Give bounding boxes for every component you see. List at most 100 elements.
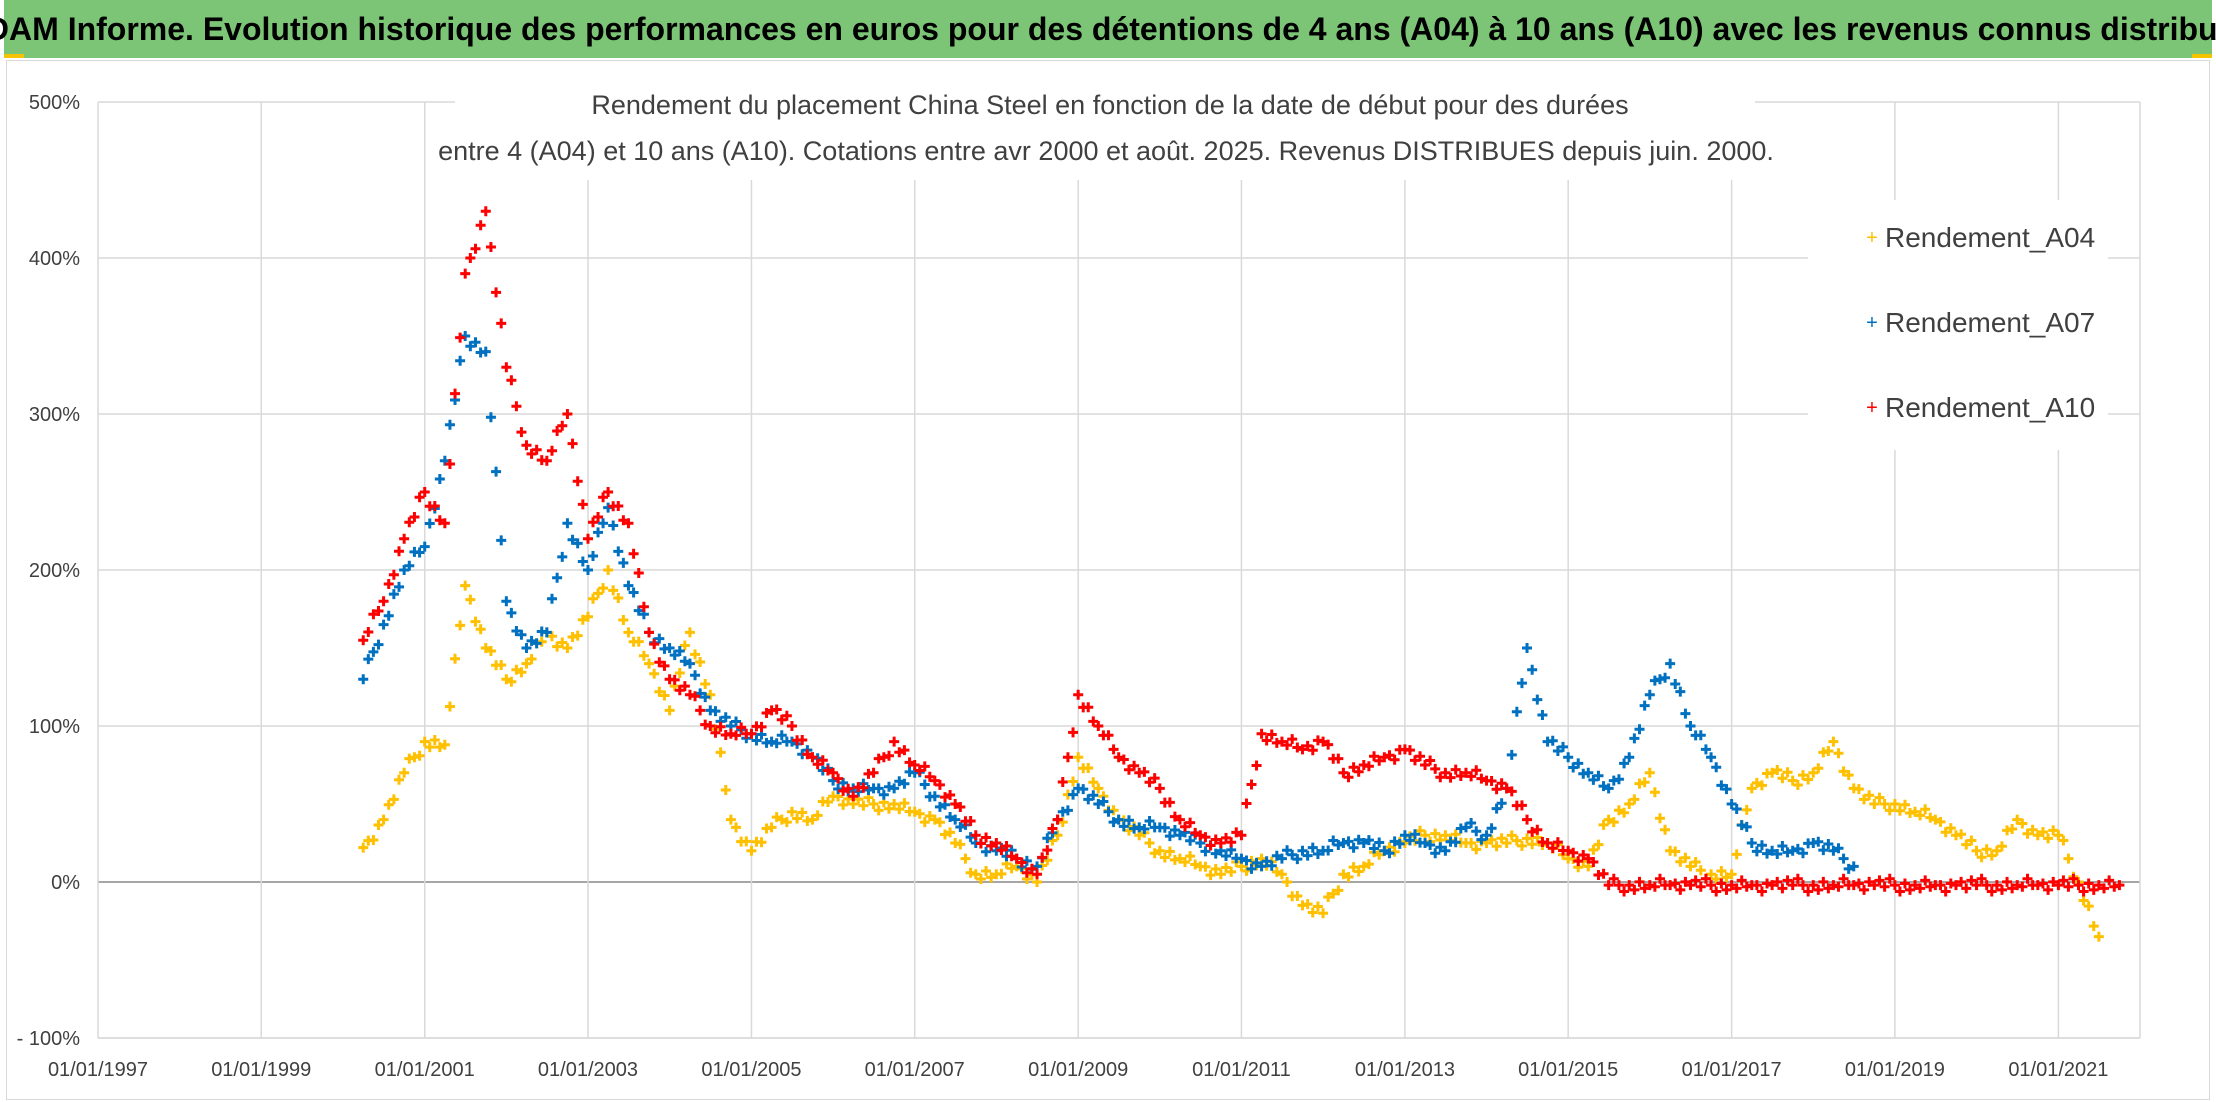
data-point-marker [593,588,604,599]
data-point-marker [1088,716,1099,727]
data-point-marker [582,533,593,544]
data-point-marker [1731,883,1742,894]
data-point-marker [450,388,461,399]
data-point-marker [2073,880,2084,891]
data-point-marker [1511,835,1522,846]
data-point-marker [1853,878,1864,889]
data-point-marker [1797,848,1808,859]
data-point-marker [649,639,660,650]
data-point-marker [1083,763,1094,773]
data-point-marker [1328,835,1339,846]
data-point-marker [1409,755,1420,766]
data-point-marker [2088,884,2099,895]
data-point-marker [828,767,839,778]
x-tick-label: 01/01/2017 [1682,1059,1782,1081]
legend-background [1808,200,2108,450]
data-point-marker [1813,884,1824,895]
data-point-marker [776,814,787,825]
data-point-marker [562,409,573,419]
data-point-marker [715,747,726,758]
data-point-marker [1746,838,1757,848]
data-point-marker [399,533,410,544]
data-point-marker [1415,825,1426,836]
data-point-marker [1833,881,1844,892]
data-point-marker [2032,830,2043,841]
data-point-marker [1772,876,1783,887]
data-point-marker [1471,765,1482,776]
data-point-marker [1445,772,1456,783]
data-point-marker [2007,883,2018,894]
data-point-marker [1471,844,1482,855]
data-point-marker [720,712,731,723]
data-point-marker [1261,735,1272,746]
data-point-marker [501,674,512,685]
data-point-marker [1123,764,1134,775]
data-point-marker [1644,689,1655,700]
data-point-marker [1047,823,1058,834]
data-point-marker [506,607,517,618]
data-point-marker [1404,745,1415,756]
data-point-marker [1139,824,1150,834]
data-point-marker [1200,846,1211,857]
data-point-marker [1976,873,1987,884]
data-point-marker [593,512,604,522]
data-point-marker [1205,870,1216,881]
data-point-marker [654,686,665,697]
data-point-marker [1966,835,1977,846]
data-point-marker [460,268,471,279]
data-point-marker [358,674,369,685]
data-point-marker [414,750,425,761]
data-point-marker [1042,845,1053,856]
data-point-marker [664,705,675,716]
data-point-marker [1118,821,1129,832]
data-point-marker [1721,872,1732,883]
data-point-marker [470,337,481,348]
data-point-marker [1169,825,1180,836]
data-point-marker [1884,805,1895,816]
data-point-marker [679,640,690,651]
data-point-marker [470,243,481,254]
data-point-marker [480,346,491,357]
data-point-marker [429,501,440,511]
data-point-marker [1491,841,1502,852]
data-point-marker [894,804,905,815]
data-point-marker [929,775,940,786]
data-point-marker [1338,838,1349,848]
data-point-marker [919,817,930,828]
data-point-marker [955,822,966,833]
data-point-marker [506,375,517,386]
data-point-marker [1379,845,1390,856]
data-point-marker [1838,766,1849,777]
data-point-marker [1700,873,1711,884]
data-point-marker [1333,753,1344,764]
data-point-marker [511,626,522,636]
data-point-marker [654,633,665,644]
data-point-marker [792,813,803,824]
data-point-marker [1501,783,1512,794]
data-point-marker [552,426,563,436]
data-point-marker [858,782,869,793]
data-point-marker [1904,884,1915,895]
data-point-marker [1276,853,1287,864]
data-point-marker [1741,881,1752,892]
data-point-marker [1174,814,1185,825]
series-a04 [358,565,2104,942]
data-point-marker [950,799,961,809]
data-point-marker [736,722,747,733]
data-point-marker [368,646,379,657]
data-point-marker [1644,880,1655,891]
data-point-marker [1573,758,1584,769]
data-point-marker [1619,758,1630,769]
data-point-marker [1333,885,1344,896]
data-point-marker [1685,721,1696,731]
data-point-marker [541,455,552,466]
data-point-marker [1037,852,1048,863]
data-point-marker [1093,721,1104,731]
data-point-marker [1460,767,1471,778]
data-point-marker [1516,678,1527,689]
data-point-marker [429,734,440,745]
data-point-marker [1282,845,1293,856]
data-point-marker [1915,810,1926,821]
data-point-marker [460,331,471,341]
